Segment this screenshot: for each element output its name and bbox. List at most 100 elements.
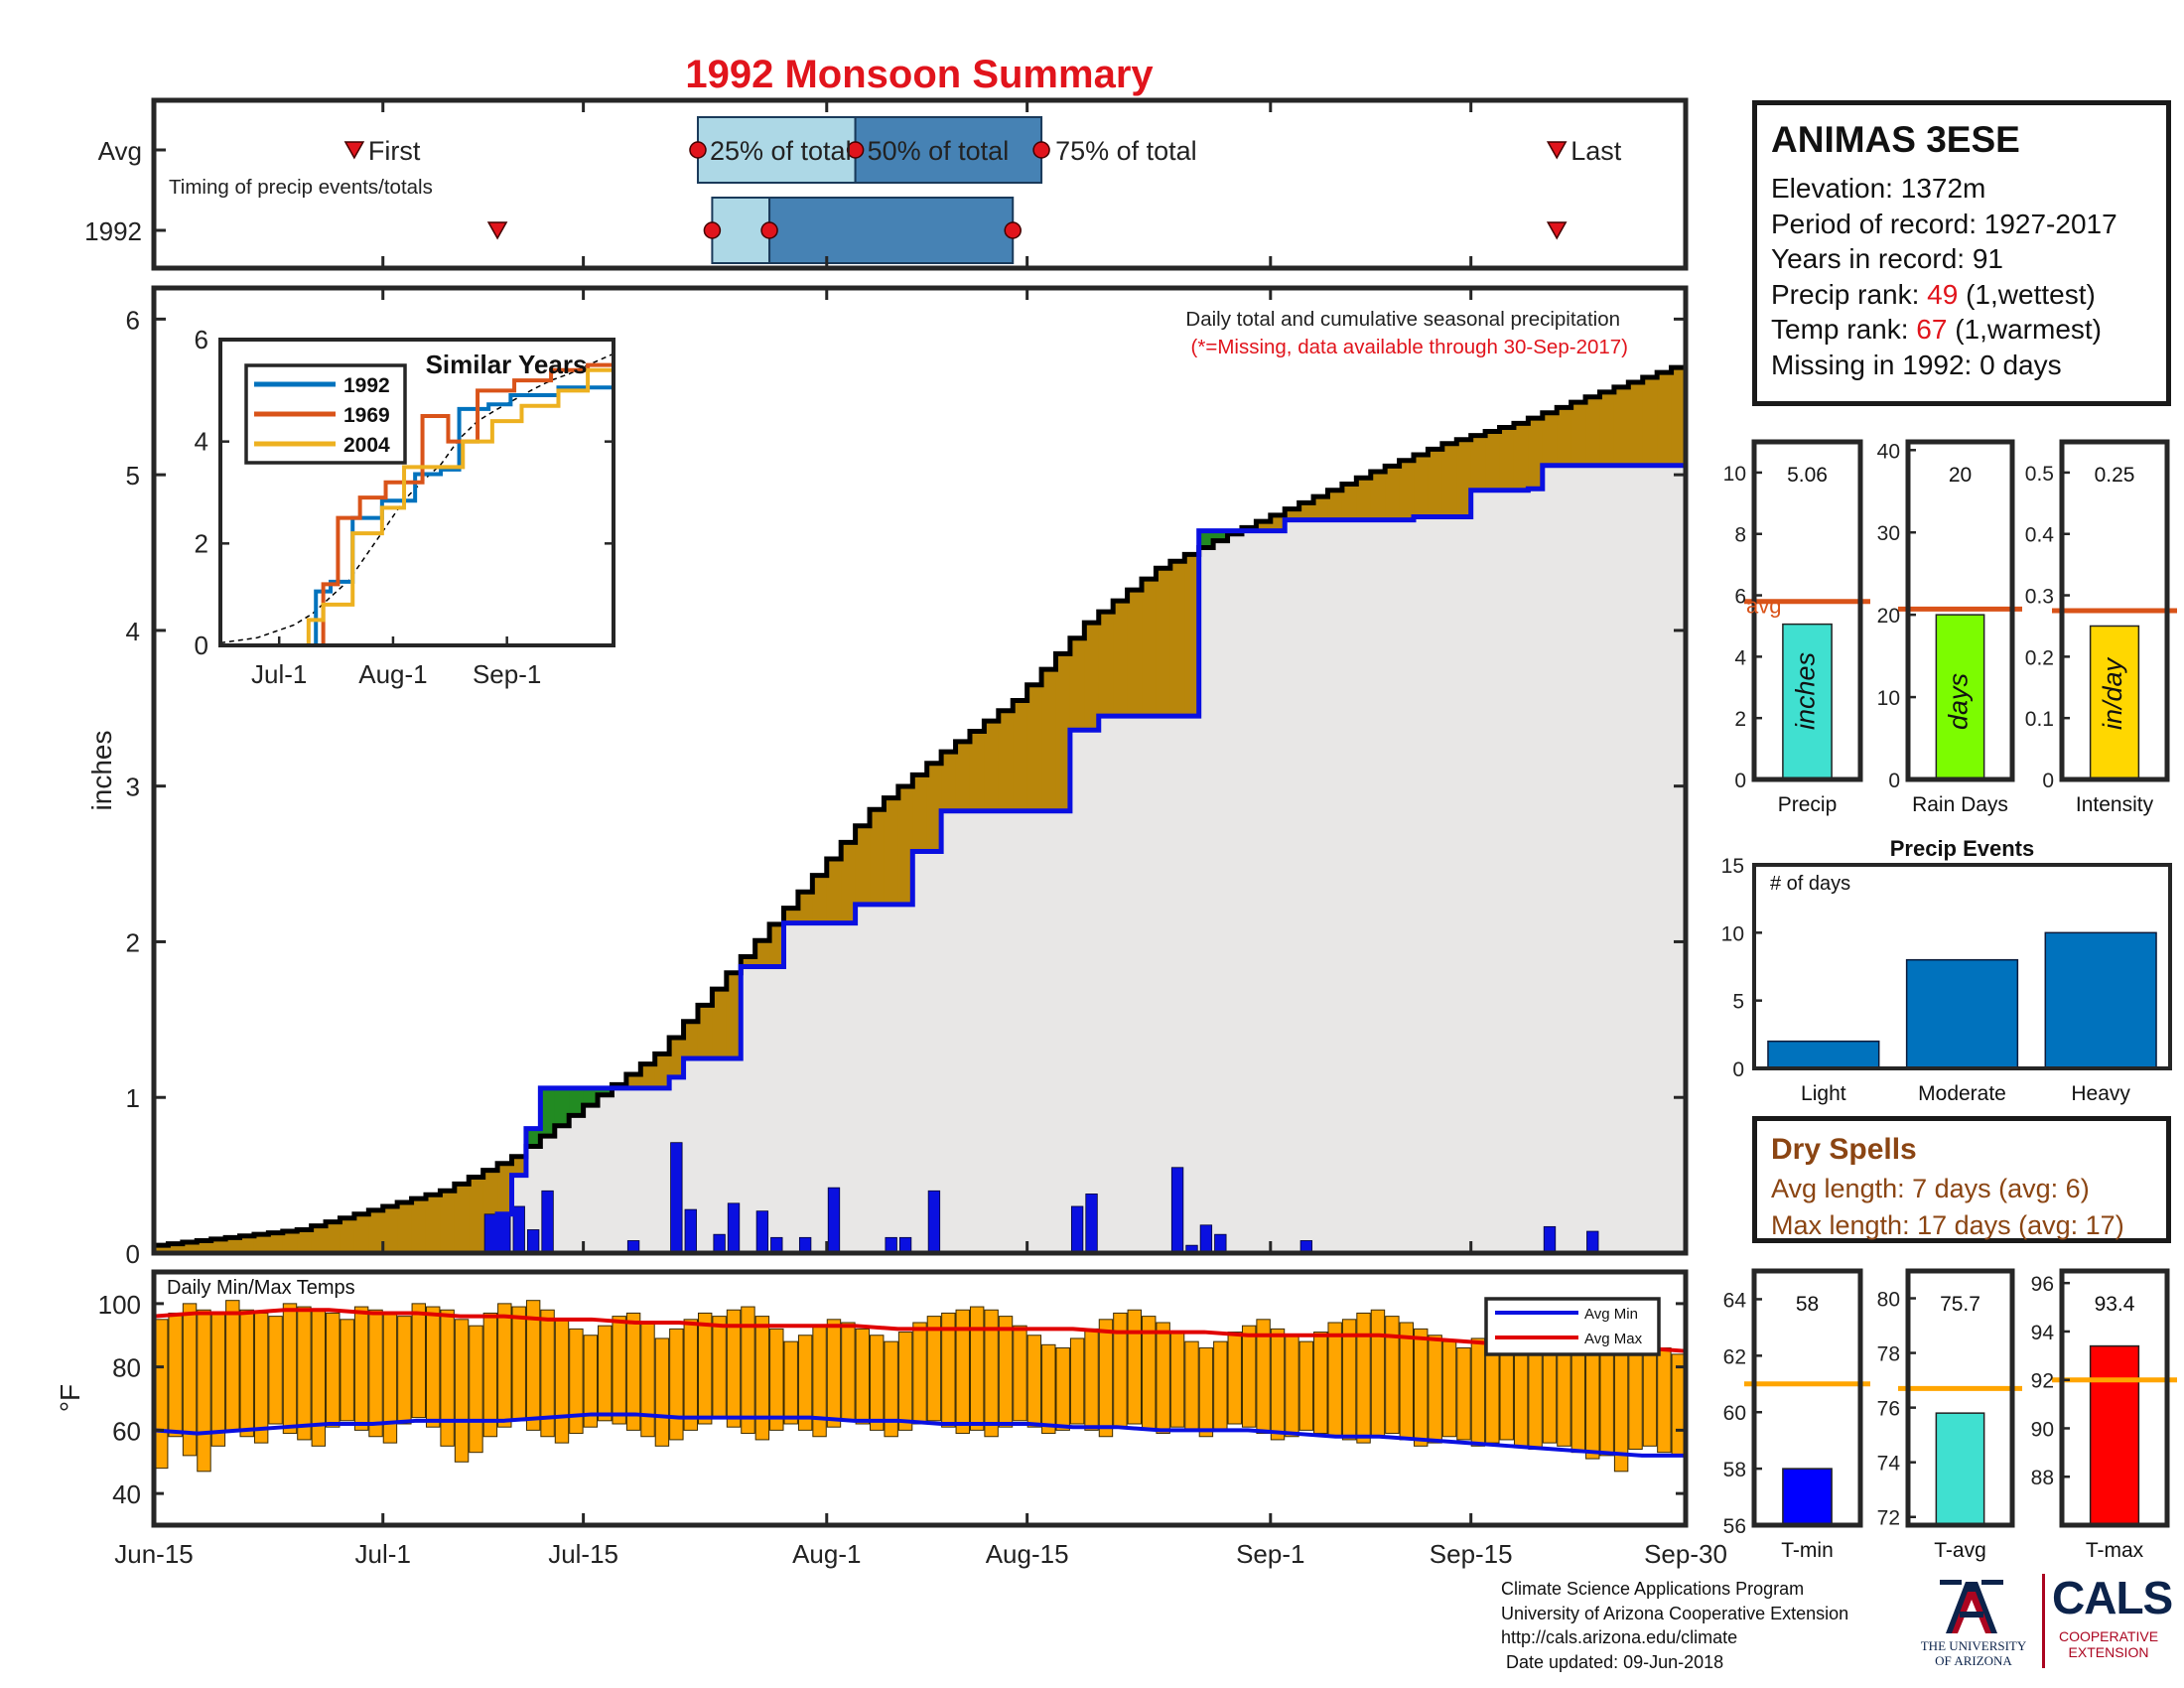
daily-temp-bar (1169, 1332, 1185, 1428)
below-average-fill (1642, 377, 1658, 466)
daily-temp-bar (984, 1309, 999, 1438)
daily-temp-bar (469, 1325, 483, 1454)
daily-temp-bar (482, 1312, 498, 1438)
daily-precip-bar (1070, 1205, 1084, 1254)
below-average-fill (1356, 478, 1372, 520)
temp-t-min-tick-label: 64 (1723, 1289, 1747, 1312)
temp-t-min-frame (1751, 1268, 1863, 1528)
temp-t-max-frame (2059, 1268, 2170, 1528)
below-average-fill (897, 785, 913, 905)
above-average-fill (598, 1087, 614, 1095)
university-of-arizona-wordmark: THE UNIVERSITY OF ARIZONA (1914, 1638, 2033, 1668)
cooperative-extension-label: COOPERATIVE EXTENSION (2053, 1628, 2164, 1660)
daily-temp-bar (1156, 1322, 1170, 1435)
below-average-fill (726, 972, 742, 1059)
years-in-record: Years in record: 91 (1771, 243, 2003, 274)
daily-temp-bar (1227, 1332, 1242, 1425)
daily-temp-bar (1256, 1319, 1271, 1435)
daily-temp-bar (1084, 1328, 1099, 1431)
daily-temp-bar (397, 1316, 412, 1425)
daily-temp-bar (1285, 1335, 1299, 1438)
daily-temp-bar (1456, 1347, 1471, 1441)
dry-spells-max: Max length: 17 days (avg: 17) (1771, 1210, 2124, 1240)
daily-temp-bar (425, 1306, 441, 1428)
inset-x-tick-label: Sep-1 (473, 659, 541, 689)
daily-temp-bar (1657, 1347, 1672, 1454)
events-frame (1752, 863, 2172, 1070)
season-intensity-unit-label: in/day (2098, 656, 2127, 730)
below-average-fill (1169, 561, 1185, 717)
below-average-fill (1055, 653, 1071, 811)
quartile-marker (846, 141, 865, 159)
below-average-fill (769, 923, 785, 967)
daily-temp-bar (1428, 1335, 1442, 1444)
daily-temp-bar (897, 1332, 913, 1431)
below-average-fill (1370, 471, 1386, 520)
daily-temp-bar (1557, 1340, 1571, 1447)
daily-temp-bar (1585, 1343, 1600, 1460)
daily-temp-bar (1213, 1340, 1228, 1431)
avg-q25-q50-box (696, 116, 857, 184)
inset-series-2004 (220, 359, 615, 647)
below-average-fill (712, 989, 728, 1059)
missing-data-note: (*=Missing, data available through 30-Se… (1191, 336, 1628, 358)
season-stats-bars: 0 2 4 6 8 10 5.06 Precip inches avg 0 10 20 30 40 20 Rai… (1723, 439, 2177, 816)
season-intensity-value-label: 0.25 (2095, 464, 2135, 487)
below-average-fill (941, 752, 957, 811)
daily-temp-bar (154, 1319, 169, 1470)
above-average-fill (525, 1128, 541, 1147)
inset-legend-label: 2004 (343, 434, 390, 457)
daily-temp-bar (1055, 1347, 1070, 1431)
below-average-fill (1613, 386, 1629, 466)
temp-t-avg-tick-label: 72 (1877, 1507, 1900, 1530)
row-label-year: 1992 (84, 216, 142, 246)
daily-temp-bar (1069, 1337, 1085, 1425)
daily-temp-bar (1441, 1340, 1457, 1438)
daily-temp-bar (841, 1322, 856, 1422)
x-tick-label: Sep-30 (1644, 1539, 1727, 1569)
below-average-fill (454, 1184, 470, 1253)
below-average-fill (1585, 396, 1601, 466)
season-intensity-tick-label: 0.3 (2025, 586, 2054, 609)
precip-rank-label: Precip rank: (1771, 278, 1928, 310)
period-of-record: Period of record: 1927-2017 (1771, 208, 2117, 239)
x-tick-label: Sep-1 (1236, 1539, 1304, 1569)
daily-temp-bar (955, 1309, 970, 1435)
event-bar-light (1767, 1040, 1880, 1069)
temp-y-tick-label: 40 (112, 1479, 141, 1509)
dry-spells-title: Dry Spells (1771, 1133, 1917, 1166)
temp-t-min-tick-label: 58 (1723, 1459, 1746, 1481)
above-average-fill (583, 1087, 599, 1106)
below-average-fill (154, 1245, 170, 1253)
footer-url[interactable]: http://cals.arizona.edu/climate (1501, 1627, 1738, 1647)
precip-events-chart: Light Moderate Heavy 0 5 10 15 Precip Events # o… (1721, 836, 2172, 1105)
season-precip-unit-label: inches (1791, 652, 1821, 730)
below-average-fill (297, 1229, 313, 1253)
season-rain-days-tick-label: 10 (1877, 687, 1900, 710)
temp-rank-value: 67 (1916, 314, 1948, 345)
season-rain-days-frame (1905, 439, 2015, 782)
below-average-fill (1599, 391, 1615, 466)
ua-text-1: THE UNIVERSITY (1920, 1638, 2027, 1653)
quartile-marker (703, 221, 722, 239)
below-average-fill (697, 1005, 714, 1059)
daily-temp-bar (1341, 1319, 1357, 1441)
below-average-fill (497, 1163, 513, 1214)
below-average-fill (1069, 637, 1085, 731)
above-average-fill (1198, 530, 1214, 548)
season-precip-tick-label: 10 (1723, 463, 1746, 486)
daily-temp-bar (511, 1306, 526, 1422)
cals-sub-1: COOPERATIVE (2058, 1628, 2159, 1644)
cals-logo: CALS (2052, 1572, 2173, 1623)
temp-t-min-category-label: T-min (1781, 1539, 1834, 1562)
daily-temp-bar (454, 1319, 470, 1463)
station-info-box: ANIMAS 3ESE Elevation: 1372m Period of r… (1752, 100, 2171, 406)
daily-temp-bar (1370, 1309, 1386, 1438)
last-label: Last (1570, 136, 1622, 166)
season-intensity-tick-label: 0.5 (2025, 463, 2054, 486)
below-average-fill (884, 797, 899, 905)
y-tick-label: 2 (126, 927, 140, 957)
daily-temp-bar (625, 1312, 641, 1431)
daily-temp-bar (368, 1309, 383, 1438)
footer-credits: Climate Science Applications Program Uni… (1501, 1577, 1848, 1674)
